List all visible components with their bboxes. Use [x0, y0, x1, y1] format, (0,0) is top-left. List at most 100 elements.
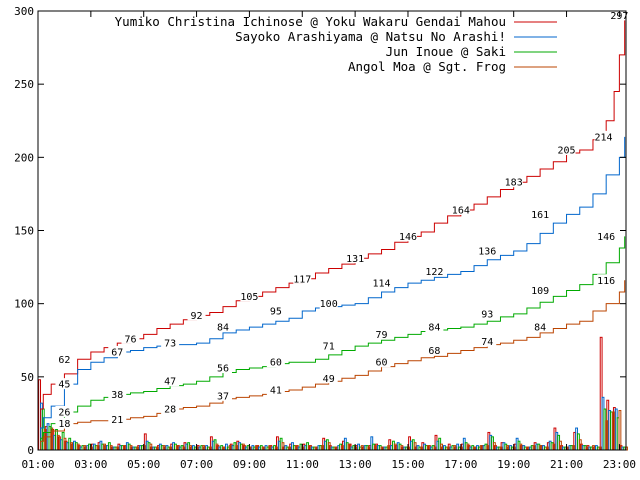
data-label-0-6: 146	[399, 232, 417, 243]
data-label-bg-2-9	[531, 284, 550, 296]
data-label-1-10: 214	[595, 132, 613, 143]
y-tick-label-1: 50	[21, 371, 34, 384]
data-label-3-3: 37	[217, 391, 229, 402]
data-label-bg-1-6	[372, 277, 391, 289]
legend-label-0: Yumiko Christina Ichinose @ Yoku Wakaru …	[115, 14, 506, 29]
data-label-1-2: 73	[164, 339, 176, 350]
data-label-bg-1-7	[425, 265, 444, 277]
data-label-bg-0-4	[293, 272, 312, 284]
data-label-0-2: 92	[191, 311, 203, 322]
data-label-3-0: 18	[58, 419, 70, 430]
data-label-3-6: 60	[376, 358, 388, 369]
data-label-0-1: 76	[124, 334, 136, 345]
data-label-3-2: 28	[164, 405, 176, 416]
data-label-bg-2-3	[213, 362, 232, 374]
data-label-bg-3-2	[161, 403, 180, 415]
x-tick-label-1: 03:00	[74, 458, 107, 471]
x-tick-label-11: 23:00	[603, 458, 636, 471]
data-label-0-5: 131	[346, 254, 364, 265]
data-label-bg-3-10	[597, 274, 616, 286]
data-label-bg-0-8	[504, 176, 523, 188]
data-label-bg-0-5	[346, 252, 365, 264]
data-label-bg-2-6	[372, 328, 391, 340]
data-label-1-9: 161	[531, 210, 549, 221]
x-tick-label-9: 19:00	[497, 458, 530, 471]
x-tick-label-6: 13:00	[339, 458, 372, 471]
data-label-bg-2-1	[108, 388, 127, 400]
data-label-bg-0-3	[240, 290, 259, 302]
data-label-bg-2-0	[55, 405, 74, 417]
data-label-2-1: 38	[111, 390, 123, 401]
data-label-2-10: 146	[597, 232, 615, 243]
data-label-1-4: 95	[270, 306, 282, 317]
data-label-bg-2-5	[319, 340, 338, 352]
data-label-2-8: 93	[481, 309, 493, 320]
data-label-0-4: 117	[293, 274, 311, 285]
data-label-bg-2-4	[266, 356, 285, 368]
data-label-1-0: 45	[58, 380, 70, 391]
y-tick-label-2: 100	[14, 298, 34, 311]
x-tick-label-4: 09:00	[233, 458, 266, 471]
data-label-bg-0-9	[557, 144, 576, 156]
data-label-bg-3-8	[478, 335, 497, 347]
series-line-0	[38, 15, 626, 451]
data-label-1-8: 136	[478, 246, 496, 257]
data-label-1-1: 67	[111, 347, 123, 358]
data-label-3-7: 68	[428, 346, 440, 357]
data-label-bg-0-0	[55, 353, 74, 365]
data-label-bg-3-9	[531, 321, 550, 333]
x-tick-label-10: 21:00	[550, 458, 583, 471]
data-label-0-9: 205	[558, 146, 576, 157]
data-label-3-4: 41	[270, 386, 282, 397]
data-label-3-1: 21	[111, 415, 123, 426]
data-label-0-0: 62	[58, 355, 70, 366]
data-label-1-7: 122	[425, 267, 443, 278]
legend: Yumiko Christina Ichinose @ Yoku Wakaru …	[115, 14, 557, 74]
data-label-3-9: 84	[534, 323, 546, 334]
data-label-bg-1-0	[55, 378, 74, 390]
legend-label-2: Jun Inoue @ Saki	[386, 44, 506, 59]
y-tick-label-3: 150	[14, 225, 34, 238]
data-label-2-5: 71	[323, 342, 335, 353]
data-label-bg-3-6	[372, 356, 391, 368]
y-tick-label-6: 300	[14, 5, 34, 18]
data-label-3-5: 49	[323, 374, 335, 385]
data-label-bg-2-8	[478, 307, 497, 319]
data-label-bg-0-6	[398, 230, 417, 242]
x-tick-label-3: 07:00	[180, 458, 213, 471]
bars-layer	[38, 336, 628, 451]
x-tick-label-8: 17:00	[444, 458, 477, 471]
data-label-1-5: 100	[320, 299, 338, 310]
x-tick-label-2: 05:00	[127, 458, 160, 471]
data-label-1-6: 114	[373, 279, 391, 290]
x-tick-label-0: 01:00	[21, 458, 54, 471]
y-tick-label-4: 200	[14, 151, 34, 164]
data-label-bg-2-10	[597, 230, 616, 242]
data-label-bg-1-3	[213, 321, 232, 333]
data-label-3-10: 116	[597, 276, 615, 287]
data-label-bg-1-9	[531, 208, 550, 220]
x-tick-label-7: 15:00	[391, 458, 424, 471]
data-label-1-3: 84	[217, 323, 229, 334]
x-tick-label-5: 11:00	[286, 458, 319, 471]
data-label-bg-2-2	[161, 375, 180, 387]
data-label-bg-0-2	[187, 309, 206, 321]
data-label-bg-3-0	[55, 417, 74, 429]
data-label-bg-1-5	[319, 297, 338, 309]
data-label-bg-3-1	[108, 413, 127, 425]
ticks-layer: 0 50 100 150 200 250 300 01:00 03:00 05:00 07:00 09…	[14, 5, 636, 471]
data-label-bg-0-1	[121, 332, 140, 344]
data-label-bg-3-3	[213, 389, 232, 401]
data-label-bg-1-4	[266, 304, 285, 316]
data-label-bg-1-10	[594, 130, 613, 142]
data-label-3-8: 74	[481, 337, 493, 348]
data-label-bg-3-4	[266, 384, 285, 395]
data-label-0-7: 164	[452, 206, 470, 217]
data-label-bg-1-2	[161, 337, 180, 349]
data-label-bg-3-5	[319, 372, 338, 384]
data-labels-layer: 6276921051171311461641832052974567738495…	[55, 9, 628, 430]
legend-label-1: Sayoko Arashiyama @ Natsu No Arashi!	[235, 29, 506, 44]
data-label-2-9: 109	[531, 286, 549, 297]
data-label-bg-2-7	[425, 321, 444, 333]
